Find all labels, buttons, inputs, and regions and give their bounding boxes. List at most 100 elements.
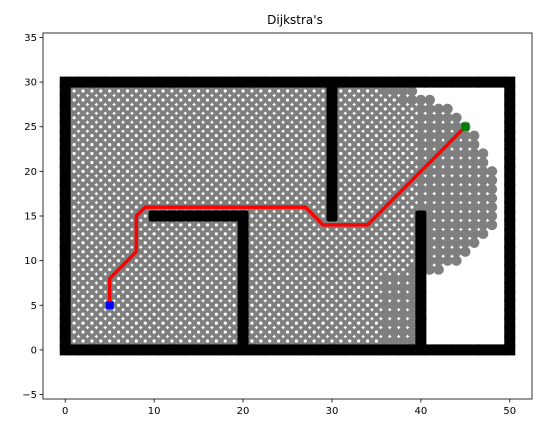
frontier-node <box>303 285 307 290</box>
frontier-node <box>241 134 245 138</box>
frontier-node <box>196 321 201 325</box>
visited-node <box>460 237 471 248</box>
frontier-node <box>259 116 263 120</box>
obstacle-cell <box>59 228 71 240</box>
frontier-node <box>339 98 343 102</box>
frontier-node <box>259 303 263 307</box>
frontier-node <box>223 196 227 200</box>
visited-node <box>477 184 489 195</box>
obstacle-cell <box>273 76 285 88</box>
frontier-node <box>339 205 343 209</box>
frontier-node <box>303 116 307 120</box>
frontier-node <box>161 187 165 191</box>
frontier-node <box>339 267 343 272</box>
frontier-node <box>81 241 85 245</box>
frontier-node <box>250 321 254 325</box>
frontier-node <box>179 312 183 316</box>
obstacle-cell <box>139 76 151 88</box>
frontier-node <box>232 259 236 263</box>
frontier-node <box>259 142 263 147</box>
frontier-node <box>401 134 405 138</box>
frontier-node <box>179 241 183 245</box>
visited-node <box>451 166 462 177</box>
obstacle-cell <box>424 76 436 88</box>
frontier-node <box>99 267 103 272</box>
visited-node <box>451 192 462 204</box>
obstacle-cell <box>504 299 516 311</box>
frontier-node <box>339 160 343 165</box>
frontier-node <box>392 223 396 227</box>
frontier-node <box>196 196 201 200</box>
frontier-node <box>143 196 147 200</box>
frontier-node <box>179 98 183 102</box>
frontier-node <box>99 169 103 173</box>
frontier-node <box>312 205 316 209</box>
frontier-node <box>303 330 307 334</box>
frontier-node <box>179 125 183 129</box>
frontier-node <box>170 178 174 182</box>
frontier-node <box>188 294 192 298</box>
obstacle-cell <box>504 255 516 267</box>
frontier-node <box>72 89 76 93</box>
obstacle-cell <box>504 148 516 160</box>
y-tick-label: 10 <box>24 256 37 267</box>
frontier-node <box>99 330 103 334</box>
frontier-node <box>303 125 307 129</box>
frontier-node <box>241 89 245 93</box>
frontier-node <box>241 160 245 165</box>
frontier-node <box>357 134 361 138</box>
frontier-node <box>134 285 138 290</box>
x-tick-label: 0 <box>62 406 68 417</box>
frontier-node <box>285 169 290 173</box>
frontier-node <box>170 134 174 138</box>
frontier-node <box>170 285 174 290</box>
frontier-node <box>277 276 281 281</box>
frontier-node <box>179 116 183 120</box>
obstacle-cell <box>344 344 356 356</box>
obstacle-cell <box>344 76 356 88</box>
frontier-node <box>205 151 210 156</box>
frontier-node <box>223 98 227 102</box>
frontier-node <box>81 312 85 316</box>
visited-node <box>442 184 453 195</box>
frontier-node <box>401 151 405 156</box>
frontier-node <box>170 241 174 245</box>
visited-node <box>451 121 462 132</box>
frontier-node <box>294 303 298 307</box>
frontier-node <box>357 125 361 129</box>
obstacle-cell <box>59 326 71 338</box>
obstacle-cell <box>504 174 516 186</box>
frontier-node <box>339 312 343 316</box>
obstacle-cell <box>77 76 89 88</box>
obstacle-cell <box>59 344 71 356</box>
frontier-node <box>250 241 254 245</box>
frontier-node <box>250 196 254 200</box>
obstacle-cell <box>219 210 231 222</box>
frontier-node <box>241 169 245 173</box>
frontier-node <box>81 223 85 227</box>
frontier-node <box>125 89 130 93</box>
frontier-node <box>99 89 103 93</box>
frontier-node <box>321 339 325 343</box>
frontier-node <box>330 312 334 316</box>
frontier-node <box>259 160 263 165</box>
frontier-node <box>321 276 325 281</box>
visited-node <box>442 246 453 257</box>
frontier-node <box>285 196 290 200</box>
frontier-node <box>348 160 352 165</box>
obstacle-cell <box>237 308 249 320</box>
obstacle-cell <box>326 76 338 88</box>
obstacle-cell <box>77 344 89 356</box>
frontier-node <box>214 89 218 93</box>
visited-node <box>397 335 409 347</box>
obstacle-cell <box>397 76 409 88</box>
frontier-node <box>410 259 414 263</box>
obstacle-cell <box>504 210 516 222</box>
frontier-node <box>259 169 263 173</box>
frontier-node <box>72 267 76 272</box>
frontier-node <box>161 339 165 343</box>
frontier-node <box>134 134 138 138</box>
start-marker <box>105 301 114 310</box>
frontier-node <box>196 223 201 227</box>
frontier-node <box>277 312 281 316</box>
